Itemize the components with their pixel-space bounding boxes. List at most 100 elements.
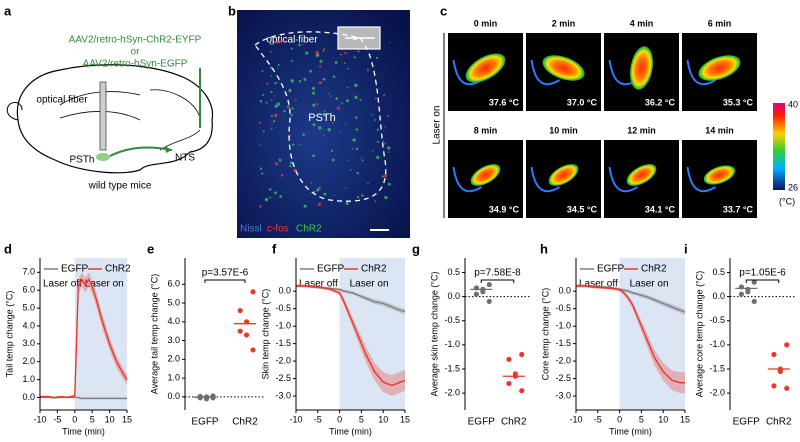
x-tick-label: -10 [33, 414, 46, 424]
y-tick-label: 6.0 [167, 279, 180, 289]
cell [359, 98, 362, 101]
y-tick-label: 0.0 [558, 286, 571, 296]
y-tick-label: -3.0 [555, 390, 571, 400]
mouse [470, 164, 501, 186]
x-axis-label: Time (min) [62, 426, 105, 436]
cell [271, 123, 273, 125]
cell [265, 101, 268, 104]
y-tick-label: 1.0 [22, 374, 35, 384]
annotation: Laser off [579, 279, 618, 290]
cell [384, 195, 388, 200]
panel-c: Laser on 40 26 (°C) 0 min 37.6 °C 2 min 37.… [432, 18, 798, 218]
dot [244, 332, 250, 338]
mouse [465, 53, 506, 83]
x-tick-label: ChR2 [501, 417, 527, 428]
error-band [296, 284, 405, 315]
cell [376, 155, 380, 160]
error-band [576, 284, 685, 394]
cell [315, 102, 319, 106]
dot [738, 291, 745, 297]
y-tick-label: 3.0 [167, 335, 180, 345]
legend-label: EGFP [317, 264, 345, 275]
x-tick-label: 0 [72, 414, 77, 424]
stain-label: Nissl [240, 224, 262, 235]
x-tick-label: EGFP [733, 417, 761, 428]
mouse [548, 164, 579, 186]
chart: Laser off Laser on EGFP ChR2 -10 -5 0 5 10 15 Time… [540, 258, 690, 436]
cell [270, 115, 273, 118]
cell [278, 158, 282, 162]
virus-label: or [131, 47, 141, 58]
time-label: 12 min [627, 125, 656, 135]
cell [269, 196, 272, 199]
cell [352, 147, 355, 150]
cell [275, 40, 279, 44]
region-label: NTS [175, 153, 195, 164]
panel-label: d [4, 241, 12, 256]
temp-label: 33.7 °C [723, 204, 754, 214]
line [296, 285, 406, 387]
dot [784, 342, 790, 348]
line [576, 285, 685, 384]
cell [372, 150, 374, 152]
y-tick-label: 2.0 [22, 356, 35, 366]
cell [322, 49, 325, 52]
dot [771, 351, 777, 358]
significance-bracket [204, 279, 246, 283]
cell [270, 127, 273, 130]
y-tick-label: -0.5 [555, 303, 571, 313]
x-tick-label: 10 [105, 414, 115, 424]
cell [331, 149, 334, 152]
y-tick-label: -1.5 [444, 363, 460, 373]
y-tick-label: -2.5 [555, 373, 571, 383]
y-axis-label: Skin temp change (°C) [260, 289, 270, 380]
cell [277, 67, 279, 69]
cell [290, 114, 293, 117]
chart: Laser off Laser on EGFP ChR2 -10 -5 0 5 10 15 Time… [260, 258, 410, 436]
cell [354, 83, 358, 88]
cell [360, 156, 363, 159]
tissue-image [237, 10, 410, 238]
cell [312, 103, 316, 107]
x-tick-label: -10 [569, 414, 582, 424]
cell [332, 75, 336, 78]
y-tick-label: -2.0 [555, 355, 571, 365]
dot [237, 328, 243, 334]
y-axis-label: Tail temp change (°C) [4, 291, 14, 378]
cell [274, 81, 277, 85]
cell [323, 110, 326, 113]
cell [262, 130, 265, 133]
dot [506, 380, 512, 387]
y-tick-label: -0.5 [275, 303, 291, 313]
chart: EGFP ChR2 p=3.57E-6 0.0 1.0 2.0 3.0 4.0 5.0 6.0 Av… [149, 258, 265, 428]
cell [345, 201, 349, 205]
stain-label: c-fos [267, 224, 289, 235]
cell [346, 86, 349, 89]
cell [319, 59, 323, 63]
dot [784, 385, 790, 391]
shade [619, 258, 685, 410]
cell [340, 53, 343, 56]
cell [381, 175, 385, 178]
cell [387, 146, 391, 150]
x-tick-label: 0 [337, 414, 342, 424]
y-axis-label: Core temp change (°C) [540, 288, 550, 381]
cell [291, 107, 294, 110]
x-tick-label: 15 [400, 414, 410, 424]
cell [355, 116, 358, 119]
x-tick-label: -5 [314, 414, 322, 424]
annotation: Laser on [350, 279, 389, 290]
cell [375, 84, 378, 86]
cell [261, 172, 264, 175]
region-outline [254, 31, 387, 202]
x-tick-label: 15 [680, 414, 690, 424]
cell [303, 77, 307, 81]
x-tick-label: 15 [122, 414, 132, 424]
panel-label: h [540, 241, 548, 256]
mouse [630, 46, 653, 90]
dot [486, 298, 492, 305]
cell [266, 82, 269, 85]
y-tick-label: 1.0 [167, 372, 180, 382]
x-tick-label: 5 [359, 414, 364, 424]
